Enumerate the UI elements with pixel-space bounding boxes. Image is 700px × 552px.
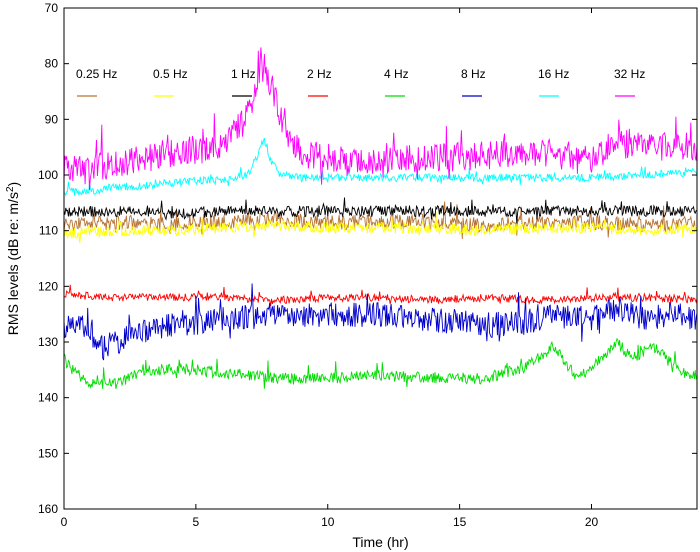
y-tick-label: 70 (45, 1, 59, 15)
y-axis-title-suffix: ) (5, 182, 21, 187)
y-tick-label: 120 (38, 279, 58, 293)
y-tick-label: 80 (45, 57, 59, 71)
legend-label: 1 Hz (231, 67, 256, 81)
legend-label: 0.25 Hz (76, 67, 117, 81)
x-axis-title: Time (hr) (352, 534, 408, 550)
y-tick-label: 140 (38, 391, 58, 405)
axes-layer: 0 5 10 15 20 70 80 90 100 110 120 130 140 150 160 (38, 1, 697, 529)
legend-label: 0.5 Hz (153, 67, 188, 81)
y-tick-label: 90 (45, 112, 59, 126)
legend-label: 4 Hz (384, 67, 409, 81)
y-tick-label: 130 (38, 335, 58, 349)
y-axis-title: RMS levels (dB re: m/s2) (5, 182, 21, 335)
legend-label: 16 Hz (538, 67, 569, 81)
y-tick-label: 160 (38, 502, 58, 516)
series-line-0-5-hz-hz (63, 211, 698, 244)
x-tick-label: 20 (585, 515, 599, 529)
y-axis-title-superscript: 2 (5, 186, 16, 192)
series-line-8-hz-hz (63, 283, 698, 361)
series-line-0-25-hz-hz (63, 201, 698, 240)
y-tick-label: 100 (38, 168, 58, 182)
x-tick-label: 15 (453, 515, 467, 529)
series-line-1-hz-hz (63, 197, 698, 224)
legend: 0.25 Hz 0.5 Hz 1 Hz 2 Hz 4 Hz 8 Hz 16 Hz 32 Hz (76, 67, 645, 97)
y-tick-label: 110 (39, 224, 58, 238)
legend-label: 32 Hz (614, 67, 645, 81)
x-tick-label: 5 (193, 515, 200, 529)
legend-label: 2 Hz (307, 67, 332, 81)
series-line-2-hz-hz (63, 284, 698, 307)
x-tick-label: 10 (321, 515, 335, 529)
x-tick-label: 0 (61, 515, 68, 529)
legend-label: 8 Hz (461, 67, 486, 81)
series-layer (63, 47, 698, 389)
series-line-4-hz-hz (63, 337, 698, 389)
plot-frame (63, 7, 698, 510)
y-tick-label: 150 (38, 446, 58, 460)
series-line-32-hz-hz (63, 47, 698, 191)
y-axis-title-main: RMS levels (dB re: m/s (5, 192, 21, 335)
series-line-16-hz-hz (63, 137, 698, 197)
